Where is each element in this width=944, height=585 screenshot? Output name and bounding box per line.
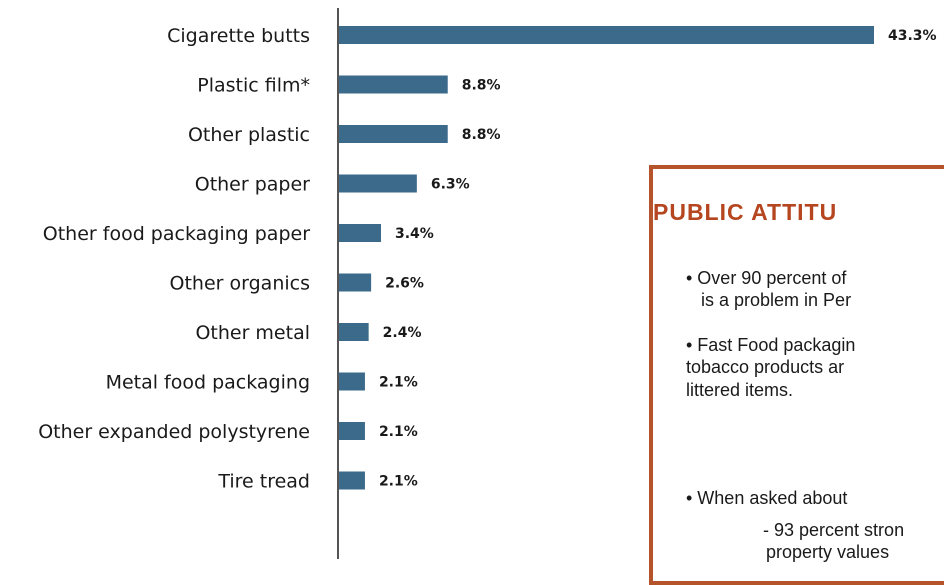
public-attitudes-callout: PUBLIC ATTITU • Over 90 percent of is a …	[649, 165, 944, 585]
category-label: Other organics	[170, 273, 310, 295]
data-label: 2.1%	[379, 375, 418, 391]
data-label: 6.3%	[431, 177, 470, 193]
data-label: 8.8%	[462, 127, 501, 143]
callout-bullet-line: tobacco products ar	[686, 357, 845, 377]
bar	[339, 372, 365, 391]
data-label: 2.4%	[383, 325, 422, 341]
data-label: 2.6%	[385, 276, 424, 292]
callout-bullet-line: property values	[766, 542, 890, 562]
data-label: 8.8%	[462, 78, 501, 94]
data-label: 3.4%	[395, 226, 434, 242]
category-label: Other metal	[195, 322, 310, 344]
data-label: 2.1%	[379, 474, 418, 490]
callout-bullet-line: • Over 90 percent of	[686, 268, 847, 288]
data-label: 43.3%	[888, 28, 937, 44]
callout-bullet-line: • When asked about	[686, 488, 848, 508]
category-label: Metal food packaging	[106, 372, 310, 394]
bar-chart: Cigarette butts 43.3% Plastic film* 8.8% Oth…	[38, 8, 937, 559]
bar	[339, 174, 417, 193]
callout-bullet-line: • Fast Food packagin	[686, 335, 856, 355]
bar	[339, 75, 448, 94]
data-label: 2.1%	[379, 424, 418, 440]
callout-bullet-line: is a problem in Per	[701, 290, 852, 310]
bar	[339, 273, 372, 292]
category-label: Other food packaging paper	[43, 223, 310, 245]
callout-title: PUBLIC ATTITU	[653, 199, 838, 225]
callout-bullet-line: littered items.	[686, 380, 794, 400]
category-label: Tire tread	[217, 471, 310, 493]
bar	[339, 26, 874, 44]
category-label: Cigarette butts	[167, 25, 310, 47]
bar	[339, 323, 369, 341]
category-label: Other plastic	[188, 124, 310, 146]
bar	[339, 125, 448, 143]
category-label: Plastic film*	[197, 75, 310, 97]
bar	[339, 224, 382, 242]
category-label: Other expanded polystyrene	[38, 421, 310, 443]
callout-bullet-line: - 93 percent stron	[763, 520, 905, 540]
bar	[339, 471, 365, 490]
category-label: Other paper	[195, 174, 310, 196]
bar	[339, 422, 365, 440]
